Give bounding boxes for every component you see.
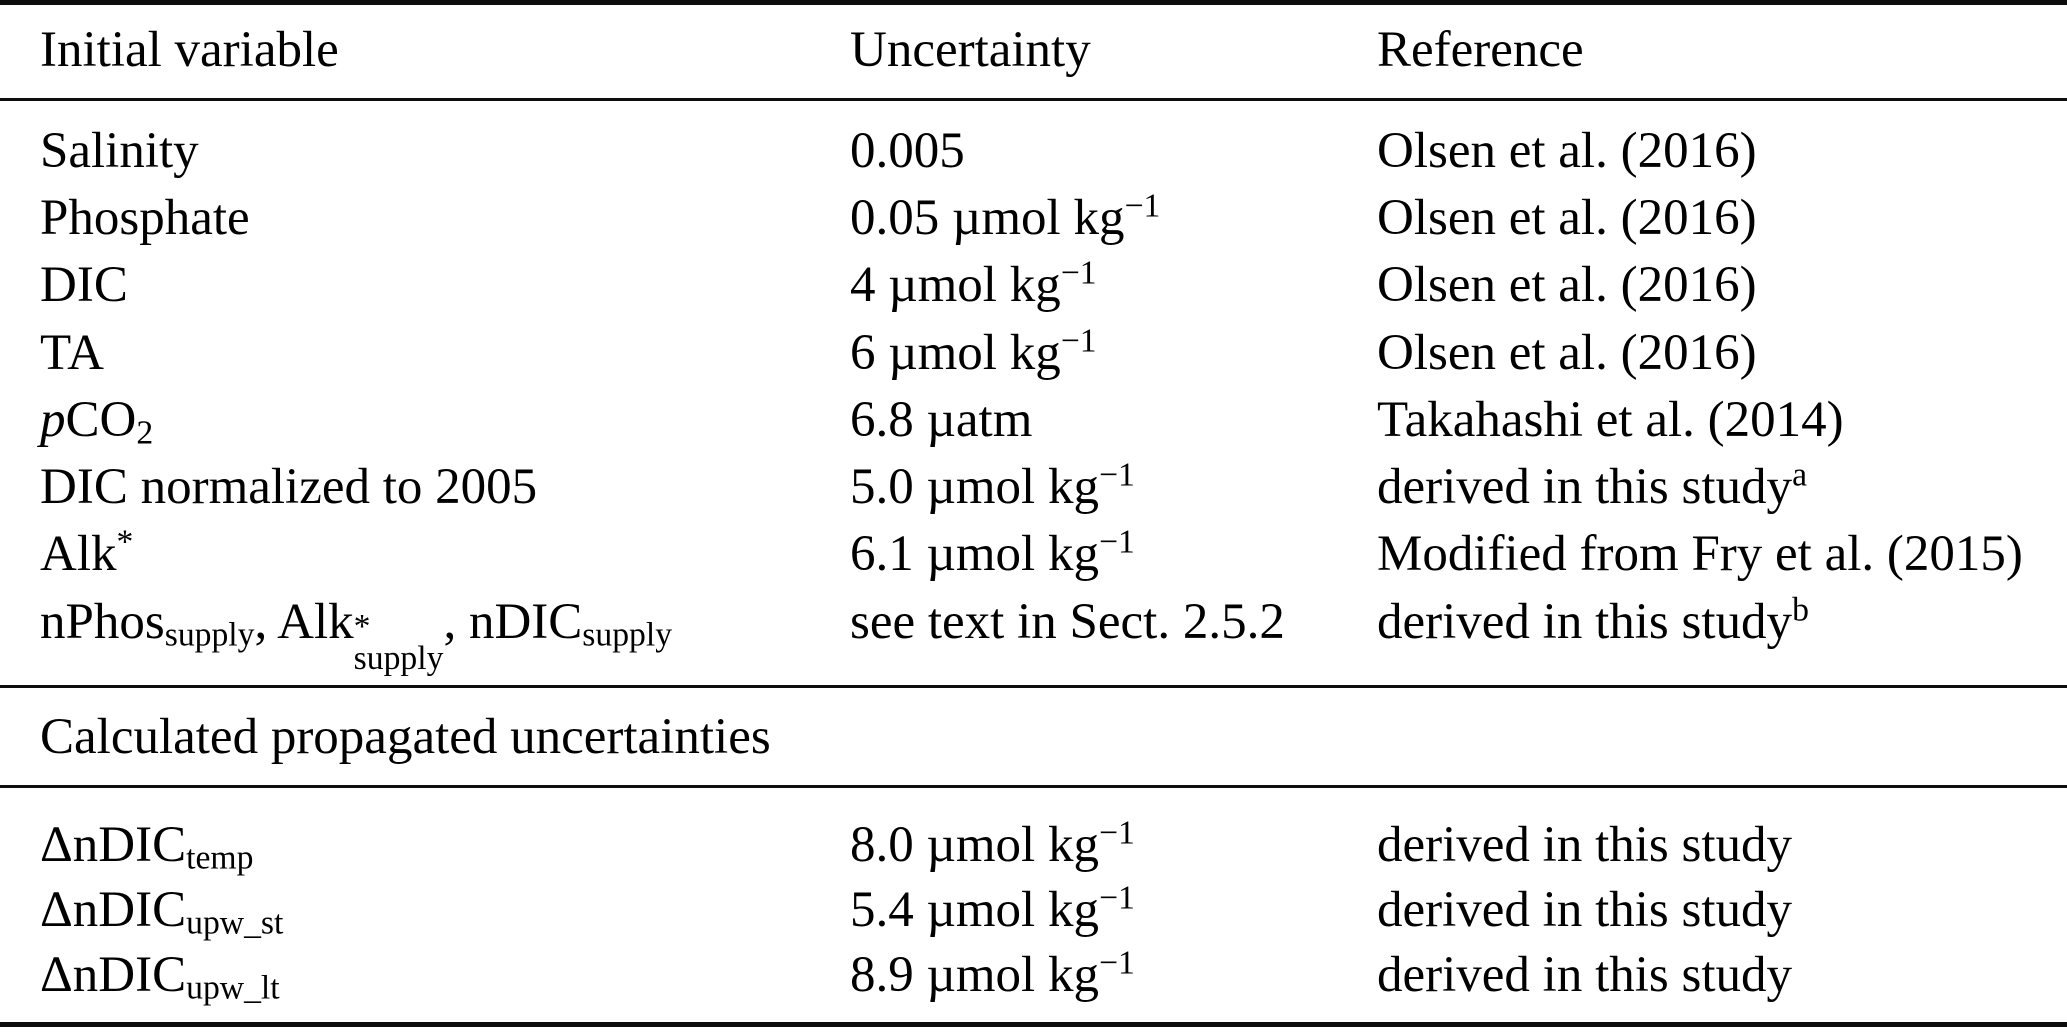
cell-initial-variable: ΔnDICtemp: [40, 817, 254, 877]
cell-reference: derived in this study: [1377, 882, 1793, 938]
cell-uncertainty: see text in Sect. 2.5.2: [850, 594, 1285, 650]
table-row: Alk* 6.1 µmol kg−1 Modified from Fry et al…: [0, 520, 2067, 588]
table-row: nPhossupply, Alk * supply, nDICsupply see t…: [0, 588, 2067, 675]
cell-reference: Olsen et al. (2016): [1377, 123, 1757, 179]
cell-initial-variable: pCO2: [40, 392, 154, 452]
cell-initial-variable: ΔnDICupw_st: [40, 882, 284, 942]
cell-uncertainty: 8.0 µmol kg−1: [850, 814, 1135, 873]
header-separator-rule: [0, 98, 2067, 101]
cell-reference: Takahashi et al. (2014): [1377, 392, 1844, 448]
table-row: ΔnDICupw_lt 8.9 µmol kg−1 derived in this …: [0, 941, 2067, 1009]
column-header-uncertainty: Uncertainty: [850, 22, 1091, 78]
cell-uncertainty: 6.1 µmol kg−1: [850, 523, 1135, 582]
cell-initial-variable: nPhossupply, Alk * supply, nDICsupply: [40, 594, 673, 677]
cell-reference: Olsen et al. (2016): [1377, 190, 1757, 246]
table-row: DIC normalized to 2005 5.0 µmol kg−1 deriv…: [0, 453, 2067, 521]
cell-uncertainty: 5.4 µmol kg−1: [850, 879, 1135, 938]
table-bottom-rule: [0, 1022, 2067, 1027]
cell-reference: derived in this studyb: [1377, 591, 1809, 650]
cell-initial-variable: Salinity: [40, 123, 199, 179]
cell-initial-variable: DIC: [40, 257, 128, 313]
cell-uncertainty: 0.05 µmol kg−1: [850, 187, 1161, 246]
section-bottom-rule: [0, 785, 2067, 788]
cell-reference: derived in this study: [1377, 817, 1793, 873]
cell-uncertainty: 6 µmol kg−1: [850, 322, 1097, 381]
section-header: Calculated propagated uncertainties: [40, 709, 771, 765]
table-row: TA 6 µmol kg−1 Olsen et al. (2016): [0, 319, 2067, 387]
cell-reference: Modified from Fry et al. (2015): [1377, 526, 2023, 582]
section-top-rule: [0, 685, 2067, 688]
table-header-row: Initial variable Uncertainty Reference: [0, 16, 2067, 84]
table-row: pCO2 6.8 µatm Takahashi et al. (2014): [0, 386, 2067, 454]
column-header-initial-variable: Initial variable: [40, 22, 339, 78]
column-header-reference: Reference: [1377, 22, 1584, 78]
cell-initial-variable: DIC normalized to 2005: [40, 459, 538, 515]
cell-reference: Olsen et al. (2016): [1377, 257, 1757, 313]
table-row: ΔnDICupw_st 5.4 µmol kg−1 derived in this …: [0, 876, 2067, 944]
cell-uncertainty: 6.8 µatm: [850, 392, 1033, 448]
cell-initial-variable: Phosphate: [40, 190, 250, 246]
cell-uncertainty: 4 µmol kg−1: [850, 254, 1097, 313]
table-row: Salinity 0.005 Olsen et al. (2016): [0, 117, 2067, 185]
table-row: ΔnDICtemp 8.0 µmol kg−1 derived in this st…: [0, 811, 2067, 879]
cell-initial-variable: TA: [40, 325, 104, 381]
table-row: DIC 4 µmol kg−1 Olsen et al. (2016): [0, 251, 2067, 319]
table-top-rule: [0, 0, 2067, 5]
cell-uncertainty: 8.9 µmol kg−1: [850, 944, 1135, 1003]
cell-uncertainty: 5.0 µmol kg−1: [850, 456, 1135, 515]
cell-initial-variable: Alk*: [40, 523, 134, 582]
cell-reference: derived in this study: [1377, 947, 1793, 1003]
cell-uncertainty: 0.005: [850, 123, 965, 179]
section-header-row: Calculated propagated uncertainties: [0, 703, 2067, 771]
cell-reference: derived in this studya: [1377, 456, 1808, 515]
table-row: Phosphate 0.05 µmol kg−1 Olsen et al. (201…: [0, 184, 2067, 252]
cell-reference: Olsen et al. (2016): [1377, 325, 1757, 381]
cell-initial-variable: ΔnDICupw_lt: [40, 947, 280, 1007]
